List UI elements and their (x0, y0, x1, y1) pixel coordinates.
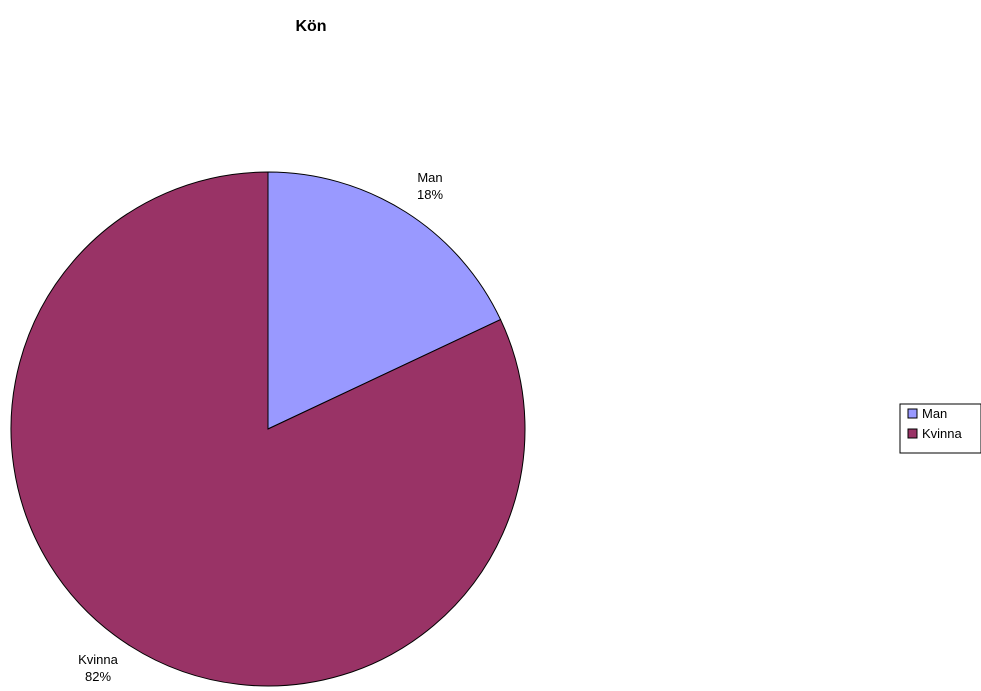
data-label-percent-kvinna: 82% (85, 669, 111, 684)
legend-label-man: Man (922, 406, 947, 421)
data-label-percent-man: 18% (417, 187, 443, 202)
chart-title: Kön (295, 18, 326, 35)
legend-label-kvinna: Kvinna (922, 426, 963, 441)
legend: Man Kvinna (899, 403, 981, 454)
data-labels: Man 18% Kvinna 82% (78, 170, 443, 684)
data-label-category-kvinna: Kvinna (78, 652, 119, 667)
pie-slice-kvinna (10, 171, 526, 687)
legend-swatch-man (907, 408, 918, 419)
data-label-category-man: Man (417, 170, 442, 185)
pie-slices (10, 171, 526, 687)
legend-swatch-kvinna (907, 428, 918, 439)
pie-slice-man (267, 171, 502, 430)
